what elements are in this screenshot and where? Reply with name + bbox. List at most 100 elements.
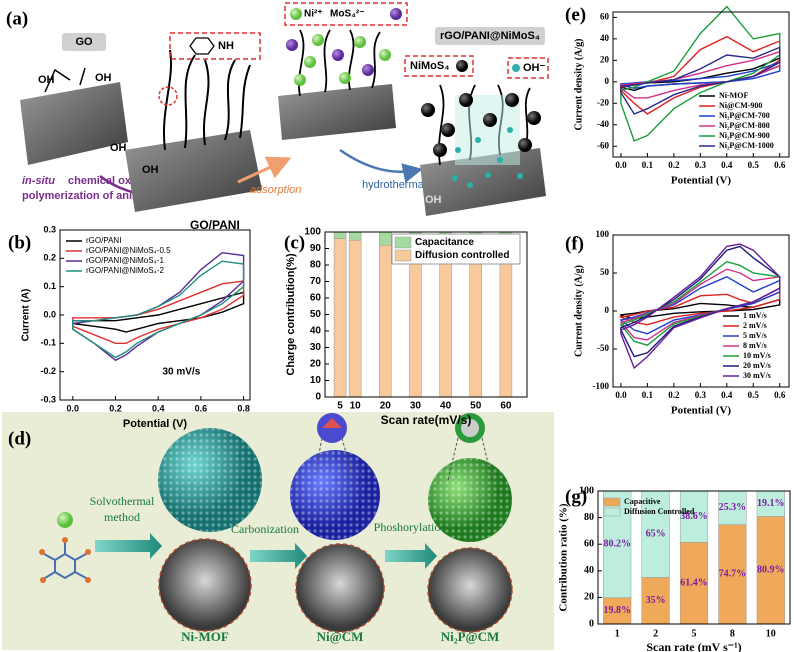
label: MoS₄²⁻ — [330, 9, 364, 20]
chart: (g) 0 20 40 60 80 100 1 2 5 8 10 Scan rate (mV s⁻¹) C… — [558, 485, 791, 652]
decoration — [278, 84, 396, 140]
bar-segment — [409, 246, 422, 398]
y-tick-label: 50 — [600, 267, 610, 277]
x-tick-label: 30 — [410, 401, 422, 412]
legend: rGO/PANIrGO/PANI@NiMoS₄-0.5rGO/PANI@NiMo… — [66, 236, 171, 275]
y-tick-label: 0 — [315, 392, 321, 403]
panel-label: (f) — [565, 233, 584, 254]
label: Carbonization — [231, 522, 299, 536]
x-tick-label: 0.3 — [695, 160, 707, 170]
bar-segment — [641, 490, 670, 578]
label: adsorption — [250, 184, 301, 196]
decoration — [39, 537, 91, 583]
y-tick-label: -40 — [597, 119, 609, 129]
chart: (f) -100 -50 0 50 100 0.0 0.1 0.2 0.3 0.4 0.5 0.6 Pot… — [565, 229, 790, 417]
label: GO/PANI — [190, 218, 240, 232]
legend-label: 2 mV/s — [743, 321, 767, 330]
bar-segment — [718, 524, 747, 625]
x-tick-label: 0.1 — [642, 160, 654, 170]
decoration — [85, 549, 91, 555]
x-tick-label: 0.5 — [748, 160, 760, 170]
decoration — [517, 173, 523, 179]
label: OH — [38, 74, 55, 86]
decoration — [290, 450, 380, 540]
value-label: 80.2% — [603, 539, 631, 550]
decoration — [163, 49, 251, 151]
panel-d: (d) Solvothermal method Ni-MOF Carboniza… — [2, 412, 554, 650]
y-tick-label: 0.0 — [43, 309, 56, 319]
bar-segment — [348, 231, 362, 241]
panel-label: (d) — [8, 428, 31, 449]
decoration — [447, 437, 493, 481]
decoration — [44, 67, 86, 93]
legend-label: Ni₂P@CM-700 — [719, 111, 770, 120]
panel-label: (c) — [284, 232, 305, 253]
y-tick-label: 10 — [310, 375, 322, 386]
label: Solvothermal — [90, 494, 155, 508]
y-axis-label: Current density (A/g) — [573, 38, 584, 130]
legend: Capacitance Diffusion controlled — [391, 233, 521, 265]
legend: 1 mV/s2 mV/s5 mV/s8 mV/s10 mV/s20 mV/s30… — [723, 311, 771, 380]
label: GO — [75, 36, 93, 48]
legend-label: rGO/PANI@NiMoS₄-0.5 — [86, 246, 171, 255]
bar-segment — [679, 490, 709, 543]
label: Ni@CM — [317, 629, 364, 644]
label: Ni₂P@CM — [441, 629, 500, 644]
cv-curve — [72, 291, 245, 333]
decoration — [284, 2, 408, 26]
plot-frame — [324, 231, 528, 398]
cv-curve — [72, 280, 245, 344]
panel-label: (b) — [8, 232, 31, 253]
label: NiMoS₄ — [410, 60, 449, 72]
x-tick-label: 0.6 — [195, 403, 208, 413]
plot-frame — [597, 490, 791, 625]
decoration — [169, 32, 261, 60]
y-tick-label: 0.3 — [43, 224, 56, 234]
decoration — [455, 147, 461, 153]
decoration — [43, 542, 87, 579]
decoration — [339, 72, 351, 84]
decoration — [304, 56, 316, 68]
y-tick-label: -0.2 — [40, 366, 56, 376]
panel-label: (e) — [565, 4, 586, 25]
legend-label: 30 mV/s — [743, 371, 771, 380]
x-tick-label: 0.0 — [615, 160, 627, 170]
x-axis-label: Potential (V) — [671, 405, 732, 417]
legend-swatch — [603, 497, 621, 507]
y-tick-label: 100 — [596, 229, 610, 239]
decoration — [475, 137, 481, 143]
decoration — [483, 113, 497, 127]
legend-label: Capacitive — [624, 497, 661, 506]
charts: (b) -0.3 -0.2 -0.1 0.0 0.1 0.2 0.3 0.0 0.2 0.4 0.6 0… — [8, 4, 791, 652]
y-tick-label: -20 — [597, 97, 609, 107]
legend-label: Ni-MOF — [719, 91, 748, 100]
y-tick-label: 100 — [579, 485, 594, 496]
value-label: 19.1% — [757, 498, 785, 509]
decoration — [362, 64, 374, 76]
y-tick-label: 20 — [584, 592, 594, 603]
panel-a: (a) GO OH OH OH in-situ chemical oxidati… — [6, 2, 549, 232]
legend-swatch — [394, 249, 412, 262]
y-tick-label: 100 — [304, 227, 321, 238]
decoration — [295, 543, 385, 633]
decoration — [461, 419, 479, 437]
x-axis-label: Scan rate(mV/s) — [381, 413, 472, 427]
y-axis-label: Current density (A/g) — [573, 265, 584, 357]
legend-label: Ni₂P@CM-1000 — [719, 141, 774, 150]
label: OH⁻ — [523, 62, 546, 74]
legend-label: Ni₂P@CM-800 — [719, 121, 770, 130]
x-tick-label: 0.8 — [237, 403, 250, 413]
decoration — [428, 458, 512, 542]
x-tick-label: 0.6 — [774, 160, 786, 170]
y-tick-label: 60 — [600, 11, 610, 21]
y-tick-label: 80 — [584, 512, 594, 523]
value-label: 25.3% — [719, 502, 747, 513]
label: rGO/PANI@NiMoS₄ — [440, 30, 540, 42]
y-tick-label: -100 — [593, 381, 610, 391]
x-tick-label: 0.2 — [668, 160, 680, 170]
y-axis-label: Contribution ratio (%) — [558, 503, 570, 612]
bar-segment — [348, 240, 362, 398]
decoration — [62, 33, 106, 51]
legend-swatch — [394, 236, 412, 249]
decoration — [527, 111, 541, 125]
